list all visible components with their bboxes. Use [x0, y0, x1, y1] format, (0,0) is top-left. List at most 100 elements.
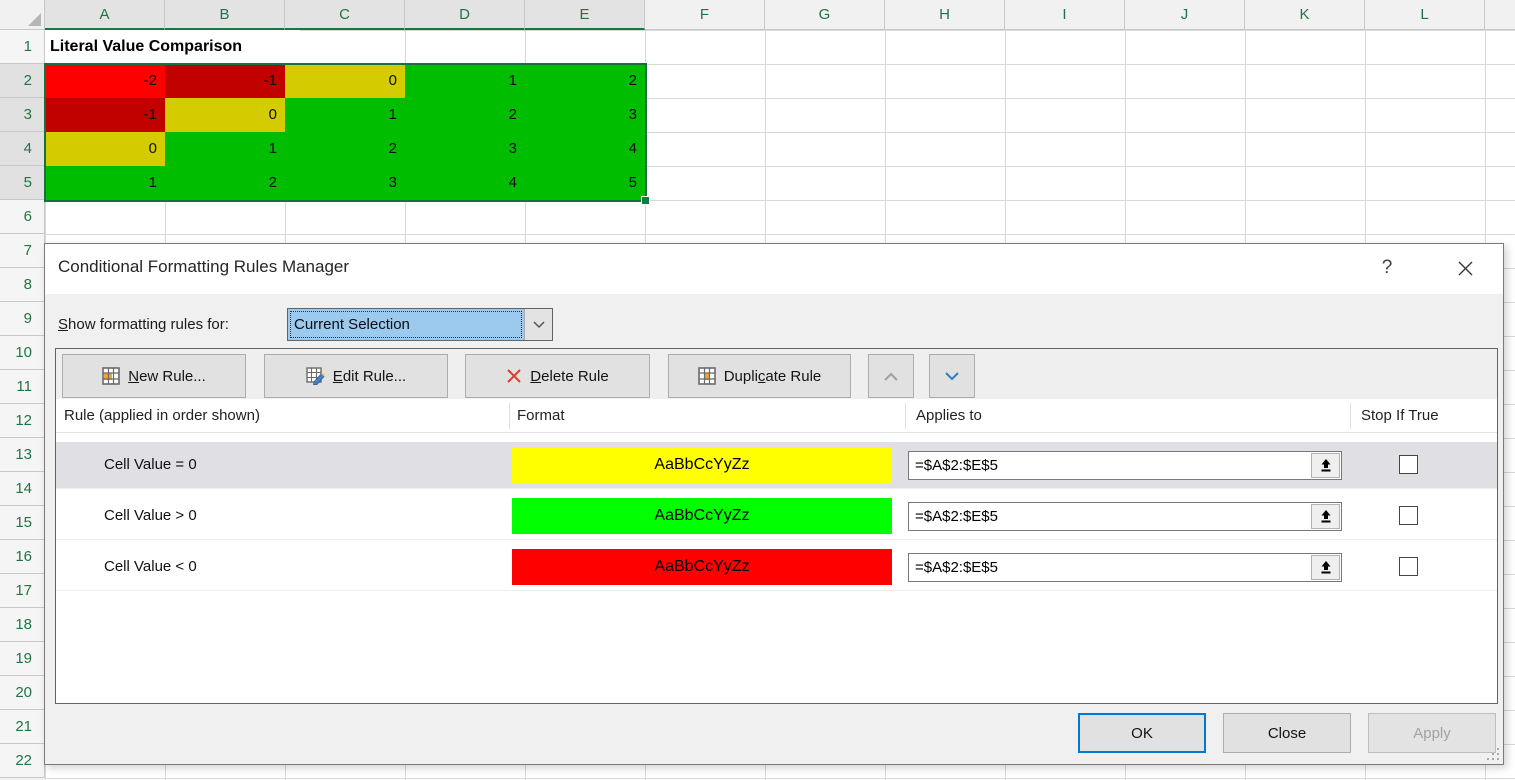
row-header-9[interactable]: 9 — [0, 302, 45, 336]
row-header-17[interactable]: 17 — [0, 574, 45, 608]
column-header-C[interactable]: C — [285, 0, 405, 30]
cell-C5[interactable]: 3 — [285, 166, 405, 200]
new-rule-label: New Rule... — [128, 367, 206, 385]
row-header-16[interactable]: 16 — [0, 540, 45, 574]
row-header-1[interactable]: 1 — [0, 30, 45, 64]
cell-D3[interactable]: 2 — [405, 98, 525, 132]
delete-rule-button[interactable]: Delete Rule — [465, 354, 650, 398]
stop-if-true-checkbox[interactable] — [1399, 557, 1418, 576]
row-header-3[interactable]: 3 — [0, 98, 45, 132]
header-applies-to: Applies to — [916, 407, 982, 424]
column-header-L[interactable]: L — [1365, 0, 1485, 30]
applies-to-input[interactable] — [909, 452, 1309, 479]
cell-D2[interactable]: 1 — [405, 64, 525, 98]
collapse-dialog-button[interactable] — [1311, 453, 1340, 478]
new-rule-table-icon — [102, 367, 121, 385]
row-header-12[interactable]: 12 — [0, 404, 45, 438]
cell-E4[interactable]: 4 — [525, 132, 645, 166]
resize-grip[interactable] — [1486, 747, 1499, 760]
cell-C3[interactable]: 1 — [285, 98, 405, 132]
row-header-20[interactable]: 20 — [0, 676, 45, 710]
column-header-G[interactable]: G — [765, 0, 885, 30]
row-header-18[interactable]: 18 — [0, 608, 45, 642]
cell-E2[interactable]: 2 — [525, 64, 645, 98]
select-all-triangle-icon — [28, 13, 41, 26]
rules-panel: New Rule... Edit Rule... Delete Rule — [55, 348, 1498, 704]
range-picker-icon — [1321, 459, 1330, 472]
cell-C4[interactable]: 2 — [285, 132, 405, 166]
row-header-14[interactable]: 14 — [0, 472, 45, 506]
column-header-A[interactable]: A — [45, 0, 165, 30]
duplicate-rule-button[interactable]: Duplicate Rule — [668, 354, 851, 398]
cell-B2[interactable]: -1 — [165, 64, 285, 98]
edit-rule-button[interactable]: Edit Rule... — [264, 354, 448, 398]
cell-A1-title[interactable]: Literal Value Comparison — [45, 30, 300, 64]
dialog-titlebar[interactable]: Conditional Formatting Rules Manager ? — [45, 244, 1503, 294]
rule-row[interactable]: Cell Value = 0 AaBbCcYyZz — [56, 442, 1497, 489]
row-header-13[interactable]: 13 — [0, 438, 45, 472]
rule-format-preview: AaBbCcYyZz — [512, 549, 892, 585]
applies-to-input[interactable] — [909, 503, 1309, 530]
rule-description: Cell Value = 0 — [104, 456, 197, 473]
row-header-19[interactable]: 19 — [0, 642, 45, 676]
apply-button[interactable]: Apply — [1368, 713, 1496, 753]
new-rule-button[interactable]: New Rule... — [62, 354, 246, 398]
cell-A2[interactable]: -2 — [45, 64, 165, 98]
row-header-7[interactable]: 7 — [0, 234, 45, 268]
cell-E5[interactable]: 5 — [525, 166, 645, 200]
rule-row[interactable]: Cell Value < 0 AaBbCcYyZz — [56, 544, 1497, 591]
collapse-dialog-button[interactable] — [1311, 555, 1340, 580]
cell-B4[interactable]: 1 — [165, 132, 285, 166]
header-stop-if-true: Stop If True — [1361, 407, 1439, 424]
cell-A5[interactable]: 1 — [45, 166, 165, 200]
column-header-I[interactable]: I — [1005, 0, 1125, 30]
select-all-button[interactable] — [0, 0, 45, 30]
scope-dropdown[interactable]: Current Selection — [287, 308, 553, 341]
cell-A3[interactable]: -1 — [45, 98, 165, 132]
move-rule-down-button[interactable] — [929, 354, 975, 398]
row-header-6[interactable]: 6 — [0, 200, 45, 234]
help-icon: ? — [1381, 257, 1393, 278]
stop-if-true-checkbox[interactable] — [1399, 506, 1418, 525]
row-header-4[interactable]: 4 — [0, 132, 45, 166]
close-button[interactable] — [1451, 254, 1479, 282]
cell-B3[interactable]: 0 — [165, 98, 285, 132]
show-rules-label: Show formatting rules for: — [58, 316, 229, 333]
collapse-dialog-button[interactable] — [1311, 504, 1340, 529]
cell-D5[interactable]: 4 — [405, 166, 525, 200]
stop-if-true-checkbox[interactable] — [1399, 455, 1418, 474]
cell-D4[interactable]: 3 — [405, 132, 525, 166]
cell-E3[interactable]: 3 — [525, 98, 645, 132]
row-header-5[interactable]: 5 — [0, 166, 45, 200]
column-header-H[interactable]: H — [885, 0, 1005, 30]
row-header-8[interactable]: 8 — [0, 268, 45, 302]
range-picker-icon — [1321, 561, 1330, 574]
cell-C2[interactable]: 0 — [285, 64, 405, 98]
rule-row[interactable]: Cell Value > 0 AaBbCcYyZz — [56, 493, 1497, 540]
row-header-21[interactable]: 21 — [0, 710, 45, 744]
column-header-B[interactable]: B — [165, 0, 285, 30]
row-header-10[interactable]: 10 — [0, 336, 45, 370]
column-header-K[interactable]: K — [1245, 0, 1365, 30]
close-dialog-button[interactable]: Close — [1223, 713, 1351, 753]
column-header-E[interactable]: E — [525, 0, 645, 30]
fill-handle[interactable] — [641, 196, 650, 205]
column-header-J[interactable]: J — [1125, 0, 1245, 30]
move-rule-up-button[interactable] — [868, 354, 914, 398]
cell-A4[interactable]: 0 — [45, 132, 165, 166]
scope-dropdown-arrow-button[interactable] — [524, 309, 552, 340]
row-header-15[interactable]: 15 — [0, 506, 45, 540]
column-divider — [905, 403, 906, 429]
row-header-22[interactable]: 22 — [0, 744, 45, 778]
chevron-up-icon — [884, 372, 898, 381]
column-header-F[interactable]: F — [645, 0, 765, 30]
column-header-D[interactable]: D — [405, 0, 525, 30]
ok-button[interactable]: OK — [1078, 713, 1206, 753]
cell-B5[interactable]: 2 — [165, 166, 285, 200]
conditional-formatting-rules-manager-dialog: Conditional Formatting Rules Manager ? S… — [44, 243, 1504, 765]
row-header-2[interactable]: 2 — [0, 64, 45, 98]
row-header-11[interactable]: 11 — [0, 370, 45, 404]
help-button[interactable]: ? — [1373, 254, 1401, 282]
applies-to-input[interactable] — [909, 554, 1309, 581]
